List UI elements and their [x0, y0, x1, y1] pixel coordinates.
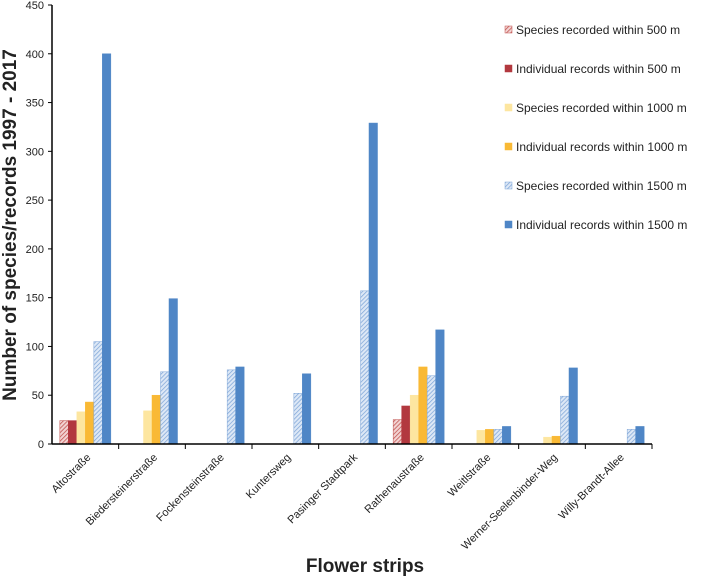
bar	[235, 366, 245, 445]
legend-label: Individual records within 1000 m	[516, 140, 687, 154]
bar	[551, 435, 561, 445]
bar	[392, 419, 402, 445]
x-tick-label: Willy-Brandt-Allee	[556, 452, 626, 522]
bar	[426, 375, 436, 445]
bar	[368, 122, 378, 445]
x-axis-title: Flower strips	[306, 556, 424, 577]
bar	[93, 341, 103, 445]
bar	[160, 371, 170, 445]
y-tick-label: 0	[38, 439, 44, 451]
x-tick-label: Kuntersweg	[244, 452, 294, 502]
legend: Species recorded within 500 m Individual …	[504, 23, 687, 232]
legend-swatch	[504, 64, 513, 73]
y-tick-label: 150	[26, 293, 44, 305]
bar	[102, 53, 112, 445]
bar	[409, 394, 419, 445]
bar	[68, 420, 78, 445]
bar	[401, 405, 411, 445]
x-tick-label: Pasinger Stadtpark	[285, 451, 360, 526]
legend-swatch	[504, 181, 513, 190]
y-tick-label: 100	[26, 341, 44, 353]
bar	[85, 401, 95, 445]
y-tick-label: 300	[26, 146, 44, 158]
bar	[635, 426, 645, 445]
bar	[568, 367, 578, 445]
x-tick-label: Altostraße	[50, 452, 94, 496]
x-tick-label: Rathenaustraße	[363, 452, 427, 516]
legend-swatch	[504, 103, 513, 112]
bar	[476, 430, 486, 445]
bar	[543, 436, 553, 445]
legend-label: Species recorded within 500 m	[516, 23, 680, 37]
legend-label: Individual records within 500 m	[516, 62, 681, 76]
bar	[485, 429, 495, 445]
y-tick-label: 350	[26, 98, 44, 110]
legend-label: Species recorded within 1000 m	[516, 101, 687, 115]
legend-swatch	[504, 142, 513, 151]
x-tick-label: Fockensteinstraße	[154, 452, 226, 524]
y-tick-label: 450	[26, 0, 44, 12]
legend-label: Species recorded within 1500 m	[516, 179, 687, 193]
y-tick-label: 50	[32, 390, 44, 402]
x-tick-label: Weitlstraße	[446, 452, 494, 500]
bar	[626, 429, 636, 445]
legend-swatch	[504, 25, 513, 34]
bar	[76, 411, 86, 445]
bar	[59, 420, 69, 445]
y-tick-label: 400	[26, 49, 44, 61]
bar	[360, 290, 370, 445]
bar	[493, 429, 503, 445]
bar	[226, 369, 236, 445]
x-tick-label: Biedersteinerstraße	[84, 452, 160, 528]
y-tick-label: 250	[26, 195, 44, 207]
bar	[168, 298, 178, 445]
legend-swatch	[504, 220, 513, 229]
bar	[151, 394, 161, 445]
bar	[418, 366, 428, 445]
y-tick-label: 200	[26, 244, 44, 256]
bar	[560, 395, 570, 445]
legend-label: Individual records within 1500 m	[516, 218, 687, 232]
y-axis-title: Number of species/records 1997 - 2017	[0, 49, 21, 401]
bar	[143, 410, 153, 445]
bar	[502, 426, 512, 445]
bar	[435, 329, 445, 445]
bar	[293, 393, 303, 445]
bar	[302, 373, 312, 445]
